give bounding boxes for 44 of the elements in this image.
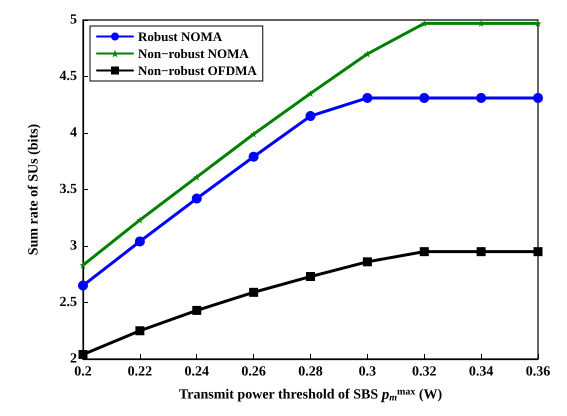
y-tick-label: 4	[70, 126, 77, 140]
point	[78, 280, 88, 291]
x-tick-label: 0.34	[468, 364, 494, 380]
point	[306, 272, 315, 282]
x-tick-label: 0.26	[241, 364, 266, 380]
point	[307, 90, 314, 97]
point	[306, 111, 316, 122]
point	[419, 92, 430, 103]
x-tick-label: 0.22	[128, 364, 152, 380]
y-tick-label: 2	[70, 352, 77, 366]
x-tick-label: 0.24	[184, 364, 209, 380]
point	[192, 306, 202, 315]
point	[362, 257, 372, 266]
x-tick-label: 0.28	[298, 364, 323, 380]
point	[78, 350, 88, 359]
x-tick-label: 0.36	[526, 364, 550, 380]
legend-label: Non−robust OFDMA	[138, 63, 258, 78]
point	[192, 194, 202, 204]
x-tick-label: 0.3	[358, 364, 376, 380]
point	[248, 152, 259, 162]
point	[476, 92, 486, 103]
y-axis-title: Sum rate of SUs (bits)	[26, 123, 42, 256]
point	[135, 326, 144, 336]
point	[193, 174, 200, 181]
point	[249, 288, 258, 297]
x-tick-label: 0.2	[74, 364, 92, 380]
point	[533, 92, 543, 103]
point	[476, 247, 486, 256]
y-tick-label: 5	[70, 12, 77, 28]
legend-label: Non−robust NOMA	[138, 46, 250, 61]
point	[534, 247, 542, 256]
y-tick-label: 3	[70, 238, 77, 254]
point	[134, 236, 145, 246]
point	[420, 247, 429, 256]
point	[534, 20, 542, 27]
legend-label: Robust NOMA	[138, 29, 223, 44]
point	[136, 216, 144, 224]
x-tick-label: 0.32	[412, 364, 436, 380]
point	[80, 262, 86, 269]
y-tick-label: 2.5	[60, 295, 77, 310]
point	[362, 92, 372, 103]
y-tick-label: 3.5	[60, 182, 77, 197]
y-tick-label: 4.5	[60, 69, 77, 84]
point	[250, 130, 258, 138]
